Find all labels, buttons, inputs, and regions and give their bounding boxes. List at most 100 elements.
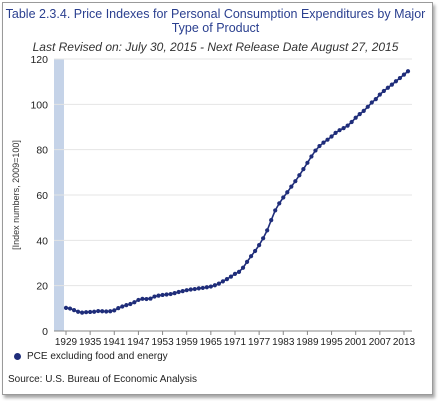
data-point (96, 308, 101, 314)
data-point (232, 271, 238, 276)
chart-frame (2, 2, 433, 395)
data-point (200, 285, 205, 291)
data-point (301, 167, 306, 172)
x-tick-label: 1941 (103, 337, 126, 345)
x-tick-label: 1929 (55, 337, 78, 345)
x-tick-label: 1965 (200, 337, 223, 345)
data-point (168, 291, 173, 297)
data-point (144, 296, 149, 302)
data-point (369, 100, 374, 105)
data-point (104, 309, 109, 314)
data-point (273, 208, 278, 213)
data-point (184, 288, 189, 293)
x-tick-label: 2013 (393, 337, 416, 345)
data-point (63, 305, 69, 310)
data-point (281, 195, 286, 200)
data-point (293, 179, 298, 184)
y-tick-label: 100 (30, 99, 48, 111)
data-point (71, 308, 77, 313)
data-point (172, 291, 177, 296)
data-point (176, 289, 181, 295)
data-point (140, 296, 145, 301)
data-point (313, 148, 318, 153)
data-point (321, 140, 326, 145)
data-point (108, 309, 113, 314)
data-point (84, 310, 89, 315)
data-point (112, 308, 117, 313)
data-point (124, 303, 129, 308)
x-tick-label: 1953 (151, 337, 174, 345)
data-point (248, 254, 254, 259)
data-point (333, 130, 338, 135)
y-tick-label: 20 (36, 281, 48, 293)
data-point (240, 265, 246, 270)
legend-label: PCE excluding food and energy (27, 351, 168, 362)
data-point (116, 306, 121, 311)
data-point (277, 201, 282, 206)
x-tick-label: 1983 (272, 337, 295, 345)
x-tick-label: 1959 (176, 337, 199, 345)
data-point (180, 289, 185, 294)
x-tick-label: 1947 (127, 337, 150, 345)
chart-title: Table 2.3.4. Price Indexes for Personal … (5, 7, 426, 35)
data-point (357, 111, 362, 117)
data-point (265, 228, 270, 233)
x-tick-label: 1971 (224, 337, 247, 345)
data-point (389, 82, 395, 87)
data-point (285, 190, 290, 195)
chart-subtitle: Last Revised on: July 30, 2015 - Next Re… (32, 40, 399, 54)
data-point (269, 218, 274, 223)
data-point (164, 292, 169, 297)
data-point (88, 309, 93, 315)
data-point (220, 279, 226, 284)
data-point (325, 137, 330, 142)
data-point (381, 88, 386, 94)
data-point (236, 269, 242, 274)
data-point (224, 276, 230, 282)
data-point (329, 134, 334, 139)
data-point (365, 104, 370, 109)
data-point (305, 160, 310, 165)
source-note: Source: U.S. Bureau of Economic Analysis (8, 374, 197, 385)
data-point (100, 309, 105, 314)
data-point (373, 97, 378, 102)
data-point (361, 108, 366, 114)
data-point (261, 236, 266, 241)
data-point (253, 248, 258, 254)
data-point (148, 296, 153, 301)
data-point (309, 154, 314, 159)
data-point (397, 75, 403, 81)
data-point (156, 293, 161, 298)
x-tick-label: 1995 (320, 337, 343, 345)
x-tick-label: 1977 (248, 337, 271, 345)
series-line (65, 70, 409, 314)
x-tick-label: 2001 (345, 337, 368, 345)
data-point (405, 69, 411, 74)
y-tick-label: 120 (30, 54, 48, 66)
data-point (377, 92, 382, 97)
y-tick-label: 0 (42, 326, 48, 338)
data-point (341, 126, 346, 131)
data-point (257, 242, 262, 248)
data-point (317, 143, 322, 149)
data-point (120, 304, 125, 309)
data-point (160, 292, 165, 298)
data-point (349, 119, 354, 125)
data-point (92, 309, 97, 314)
legend-marker (14, 352, 21, 360)
x-tick-label: 2007 (369, 337, 392, 345)
data-point (132, 300, 137, 305)
data-point (385, 85, 390, 90)
data-point (128, 301, 133, 307)
y-tick-label: 80 (36, 145, 48, 157)
data-point (337, 128, 342, 133)
data-point (401, 72, 407, 77)
x-tick-label: 1935 (79, 337, 102, 345)
data-point (216, 281, 221, 286)
data-point (136, 297, 141, 303)
y-tick-label: 40 (36, 235, 48, 247)
data-point (75, 309, 81, 314)
legend: PCE excluding food and energy (14, 351, 168, 362)
data-point (79, 310, 85, 315)
